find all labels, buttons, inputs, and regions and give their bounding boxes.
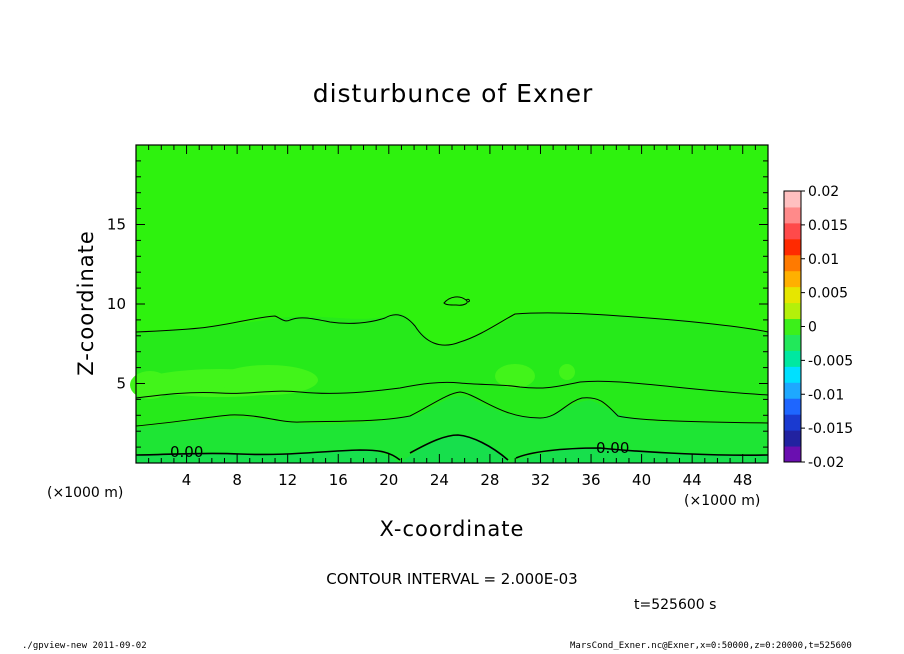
x-tick-label-36: 36 [581,471,600,489]
colorbar-label: 0.015 [808,218,848,234]
colorbar-swatch [784,302,801,320]
colorbar-label: -0.02 [808,455,844,471]
x-tick-label-32: 32 [531,471,550,489]
colorbar-swatch [784,366,801,383]
positive-blob [559,364,575,380]
colorbar-swatch [784,318,801,335]
colorbar: 0.02 0.015 0.01 0.005 0 -0.005 -0.01 -0.015 -0.0… [783,184,853,471]
y-tick-label-5: 5 [116,375,126,393]
x-tick-label-20: 20 [379,471,398,489]
colorbar-label: 0.02 [808,184,839,200]
footer-right: MarsCond_Exner.nc@Exner,x=0:50000,z=0:20… [570,641,852,651]
colorbar-swatch [784,191,801,208]
colorbar-swatch [784,350,801,367]
x-tick-label-12: 12 [278,471,297,489]
positive-blob [218,365,318,395]
y-axis-ticks: 5 10 15 [107,160,768,448]
x-tick-label-28: 28 [480,471,499,489]
chart-title: disturbunce of Exner [313,79,594,108]
colorbar-label: 0.01 [808,252,839,268]
colorbar-swatch [784,286,801,304]
contour-fill-bands [130,312,768,463]
colorbar-swatch [784,238,801,256]
colorbar-label: 0 [808,320,817,336]
band-negative-bottom [136,436,768,463]
contour-line-1 [443,296,470,306]
x-unit-left: (×1000 m) [47,485,123,501]
contour-line-0 [135,312,769,346]
x-tick-label-8: 8 [232,471,242,489]
colorbar-label: -0.01 [808,387,844,403]
colorbar-swatch [784,334,801,351]
contour-line-2 [135,380,769,399]
x-tick-label-16: 16 [329,471,348,489]
contour-lines [135,296,769,461]
colorbar-label: 0.005 [808,286,848,302]
y-tick-label-10: 10 [107,295,126,313]
time-label: t=525600 s [634,597,716,613]
x-tick-label-48: 48 [733,471,752,489]
positive-blob [495,364,535,388]
colorbar-swatch [784,398,801,415]
colorbar-label: -0.005 [808,353,853,369]
x-axis-label: X-coordinate [380,517,525,541]
y-axis-label: Z-coordinate [74,230,98,376]
contour-line-4 [135,434,769,461]
x-tick-label-40: 40 [632,471,651,489]
colorbar-swatch [784,206,801,224]
colorbar-swatch [784,430,801,447]
colorbar-swatch [784,382,801,399]
contour-label-1: 0.00 [596,439,629,457]
colorbar-swatch [784,414,801,431]
x-tick-label-4: 4 [182,471,192,489]
y-tick-label-15: 15 [107,216,126,234]
colorbar-swatch [784,222,801,240]
contour-label-0: 0.00 [170,443,203,461]
footer-left: ./gpview-new 2011-09-02 [22,641,147,651]
band-negative-lower [136,395,768,463]
colorbar-swatch [784,446,801,463]
colorbar-swatch [784,254,801,272]
x-tick-label-44: 44 [683,471,702,489]
x-axis-ticks: 4 8 12 16 20 24 28 32 36 40 44 48 [148,145,756,489]
x-unit-right: (×1000 m) [684,493,760,509]
positive-blob [201,383,209,389]
positive-blob [130,371,170,399]
contour-interval: CONTOUR INTERVAL = 2.000E-03 [326,570,577,588]
colorbar-swatch [784,270,801,288]
colorbar-label: -0.015 [808,421,853,437]
contour-line-3 [135,391,769,427]
x-tick-label-24: 24 [430,471,449,489]
